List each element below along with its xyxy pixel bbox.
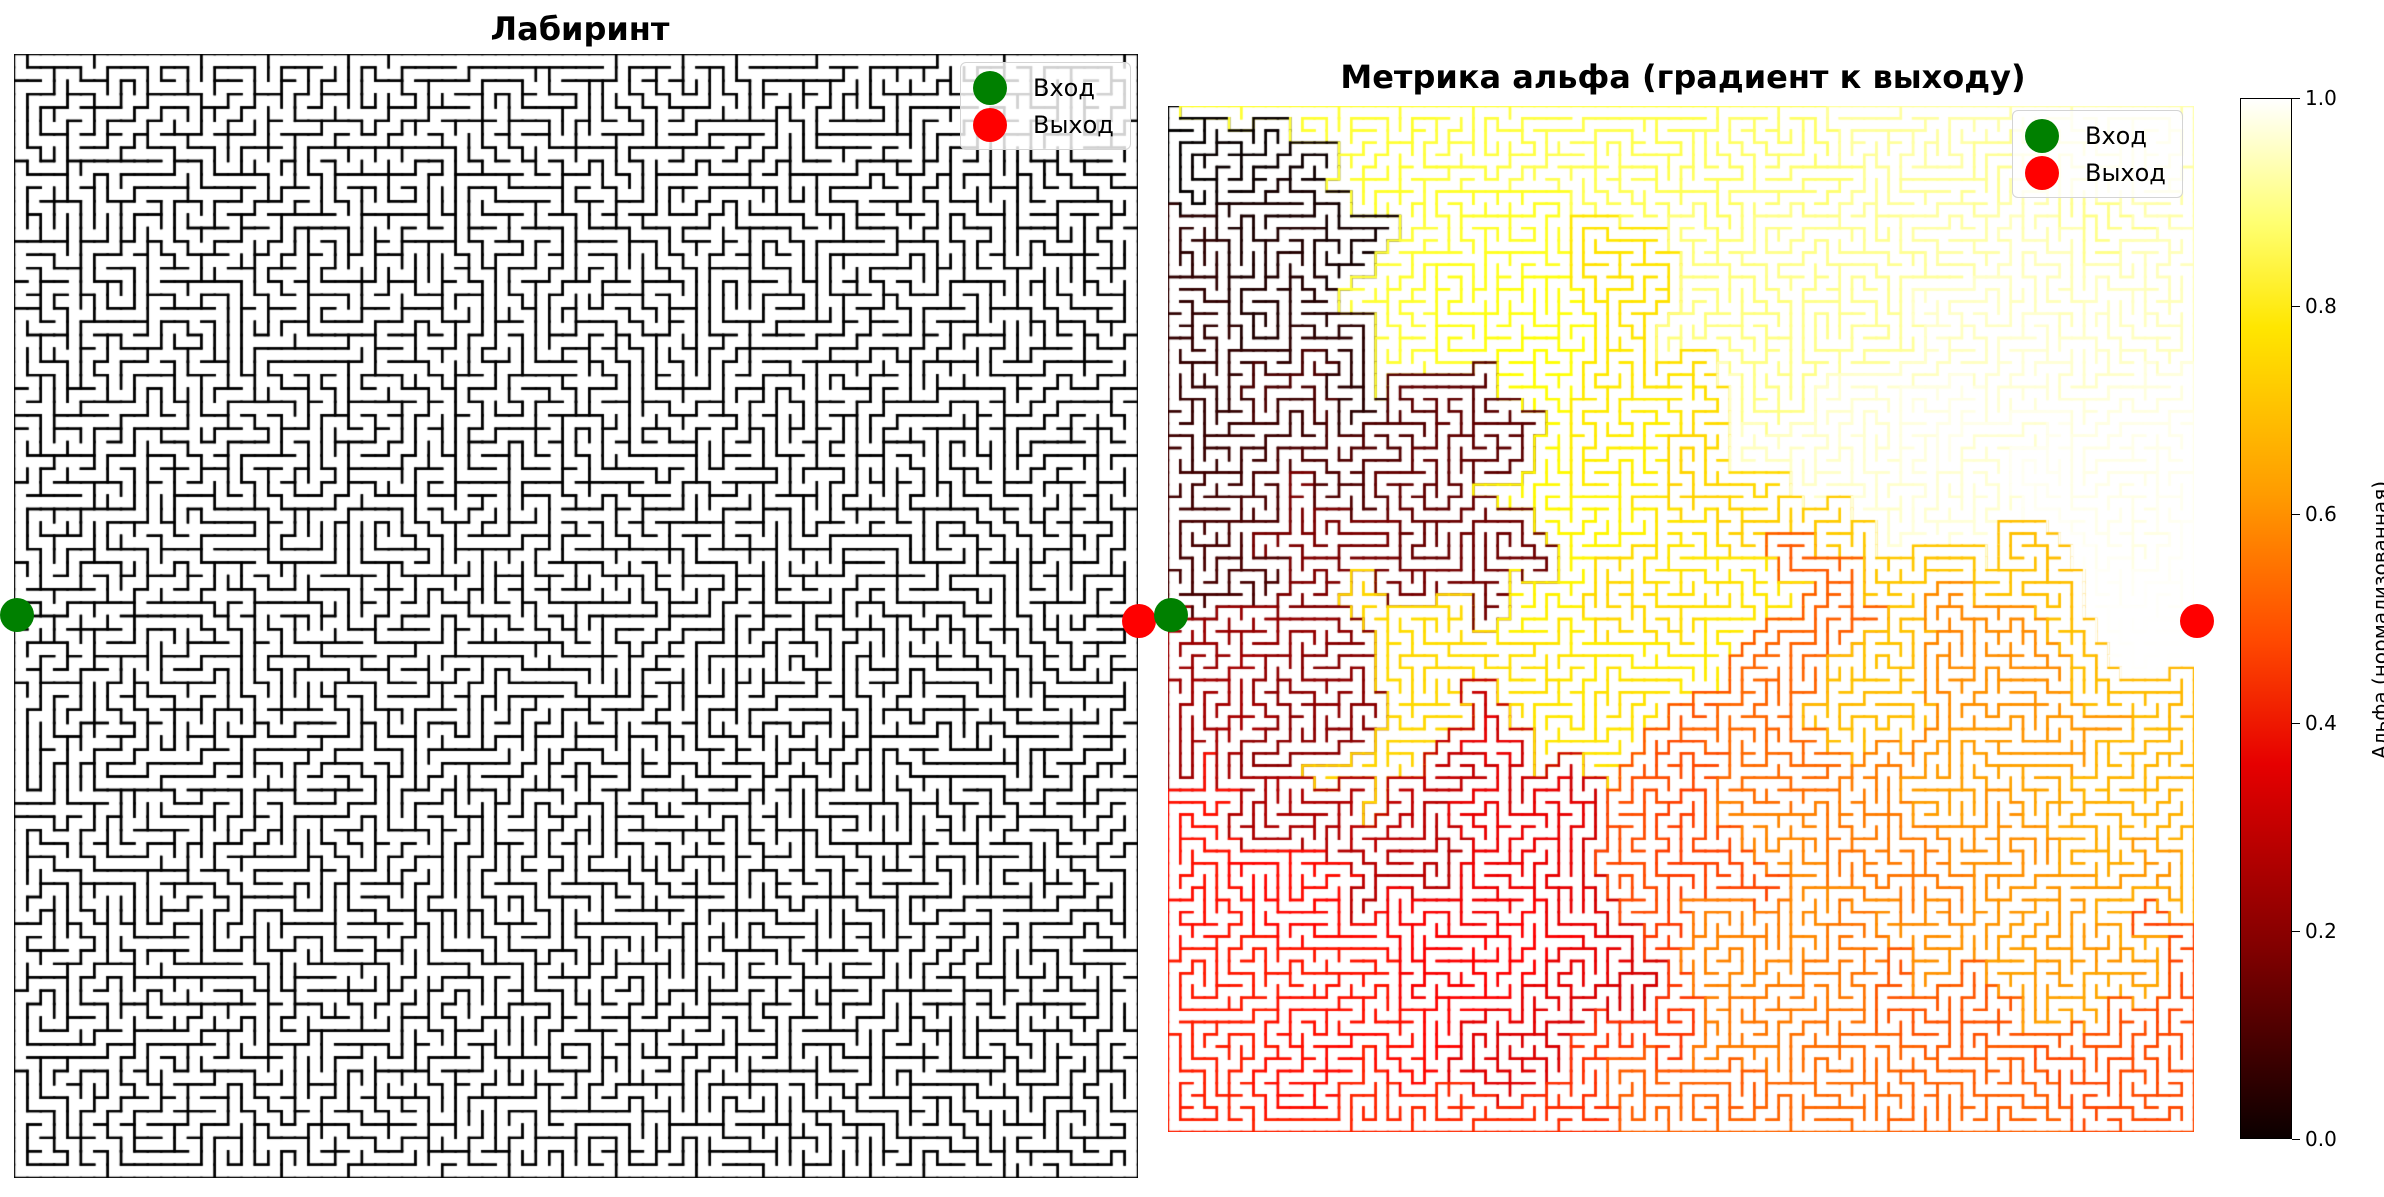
colorbar-tick (2292, 514, 2300, 516)
green-circle-icon (2025, 118, 2059, 153)
legend-label-exit: Выход (2085, 158, 2166, 187)
colorbar-tick (2292, 930, 2300, 932)
legend-entry-exit: Выход (2025, 154, 2166, 191)
colorbar-tick-label: 0.4 (2305, 710, 2337, 735)
alpha-legend: Вход Выход (2012, 110, 2183, 198)
alpha-title: Метрика альфа (градиент к выходу) (1340, 58, 2026, 96)
red-circle-icon (2025, 155, 2059, 190)
alpha-entrance-marker (1154, 598, 1188, 632)
maze-legend: Вход Выход (960, 62, 1131, 150)
colorbar-tick (2292, 306, 2300, 308)
alpha-heatmap (1168, 106, 2194, 1132)
colorbar-label: Альфа (нормализованная) (2368, 480, 2384, 760)
alpha-exit-marker (2180, 604, 2214, 638)
colorbar-gradient (2241, 99, 2291, 1138)
green-circle-icon (973, 70, 1007, 105)
colorbar-tick (2292, 1139, 2300, 1140)
colorbar-tick-label: 0.8 (2305, 294, 2337, 319)
maze-entrance-marker (0, 598, 34, 632)
maze-plot (14, 54, 1138, 1178)
colorbar-tick (2292, 722, 2300, 724)
colorbar-tick-label: 1.0 (2305, 86, 2337, 110)
legend-label-entrance: Вход (1033, 73, 1095, 102)
legend-label-exit: Выход (1033, 110, 1114, 139)
colorbar-tick (2292, 98, 2300, 99)
maze-exit-marker (1122, 604, 1156, 638)
legend-entry-entrance: Вход (2025, 117, 2166, 154)
maze-title: Лабиринт (490, 10, 670, 48)
legend-entry-entrance: Вход (973, 69, 1114, 106)
colorbar (2240, 98, 2292, 1139)
red-circle-icon (973, 107, 1007, 142)
legend-entry-exit: Выход (973, 106, 1114, 143)
colorbar-tick-label: 0.2 (2305, 918, 2337, 943)
legend-label-entrance: Вход (2085, 121, 2147, 150)
colorbar-tick-label: 0.6 (2305, 502, 2337, 527)
colorbar-tick-label: 0.0 (2305, 1127, 2337, 1151)
